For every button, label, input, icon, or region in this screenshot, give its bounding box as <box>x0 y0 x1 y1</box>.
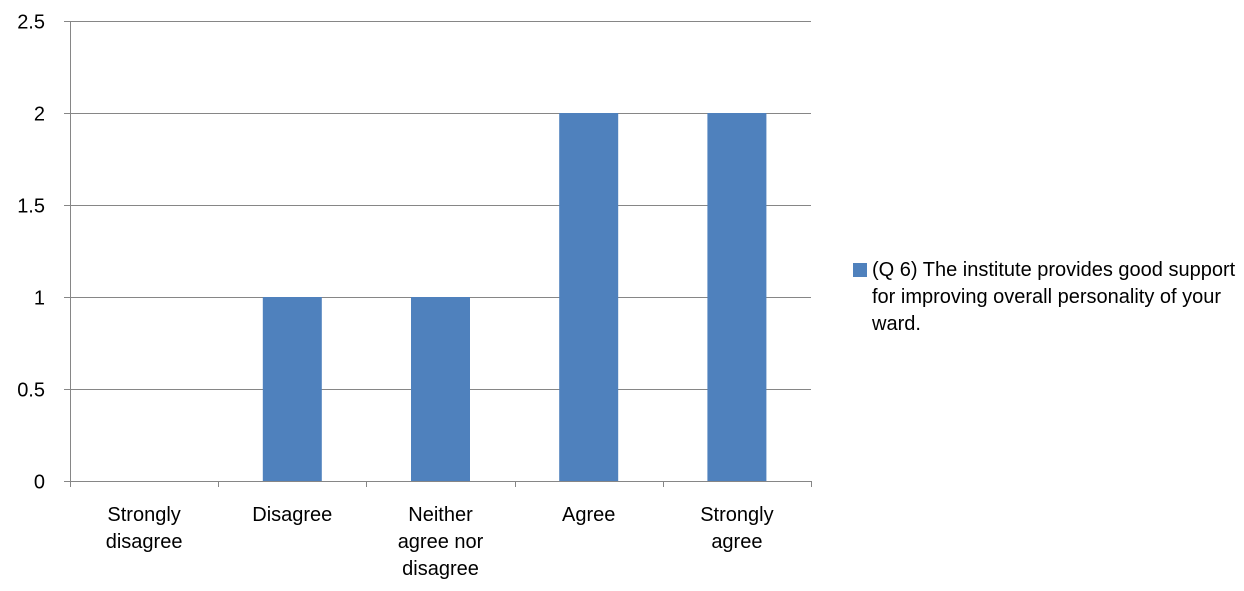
bar <box>559 113 619 481</box>
y-tick-label: 1 <box>34 288 45 310</box>
x-tick-label-line: Disagree <box>252 504 332 526</box>
legend-entry-label: (Q 6) The institute provides good suppor… <box>872 259 1236 335</box>
x-axis-tick-labels: Strongly disagree Disagree Neither agree nor… <box>106 504 774 580</box>
axes <box>64 21 812 487</box>
bars <box>262 113 767 481</box>
x-tick-label: Disagree <box>252 504 332 526</box>
x-tick-label: Agree <box>562 504 615 526</box>
x-tick-label-line: agree nor <box>398 531 484 553</box>
x-tick-label-line: Neither <box>408 504 473 526</box>
x-tick-label-line: agree <box>711 531 762 553</box>
y-tick-label: 0 <box>34 472 45 494</box>
y-tick-label: 2 <box>34 104 45 126</box>
x-tick-label-line: Strongly <box>107 504 180 526</box>
y-tick-label: 0.5 <box>17 380 45 402</box>
x-tick-label-line: Strongly <box>700 504 773 526</box>
y-axis-tick-labels: 0 0.5 1 1.5 2 2.5 <box>17 12 45 494</box>
y-tick-label: 1.5 <box>17 196 45 218</box>
bar <box>262 297 322 481</box>
y-tick-label: 2.5 <box>17 12 45 34</box>
x-tick-label-line: Agree <box>562 504 615 526</box>
bar <box>411 297 470 481</box>
x-tick-label-line: disagree <box>106 531 183 553</box>
x-tick-label-line: disagree <box>402 558 479 580</box>
x-tick-label: Strongly agree <box>700 504 773 553</box>
legend-swatch <box>853 263 867 277</box>
legend: (Q 6) The institute provides good suppor… <box>853 257 1238 338</box>
x-tick-label: Strongly disagree <box>106 504 183 553</box>
x-tick-label: Neither agree nor disagree <box>398 504 484 580</box>
gridlines <box>70 21 811 390</box>
bar <box>707 113 767 481</box>
